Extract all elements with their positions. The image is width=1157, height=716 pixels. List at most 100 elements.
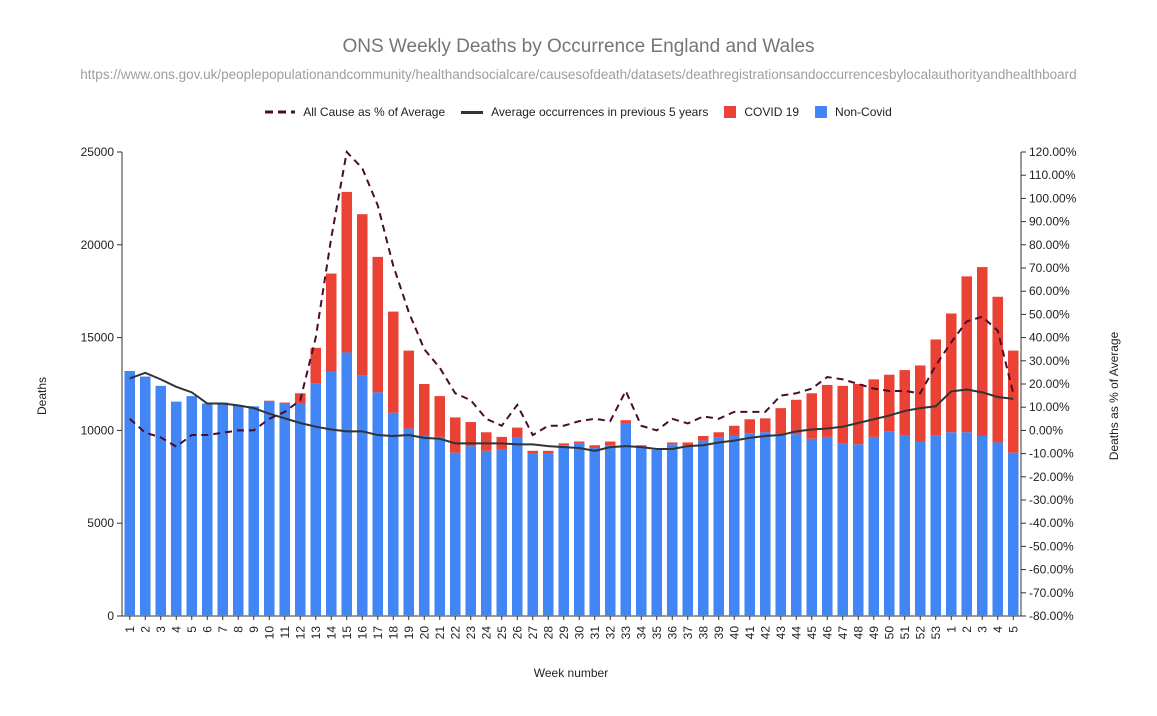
bar-non-covid xyxy=(558,445,570,616)
x-tick-label: 23 xyxy=(464,626,478,640)
y2-tick-label: 90.00% xyxy=(1029,215,1070,229)
y-tick-label: 25000 xyxy=(81,145,115,159)
bar-covid xyxy=(403,350,415,429)
bar-non-covid xyxy=(248,406,260,616)
bar-covid xyxy=(1007,350,1019,453)
dashed-line-swatch xyxy=(265,110,296,114)
x-tick-label: 11 xyxy=(278,626,292,639)
bar-non-covid xyxy=(589,448,601,616)
bar-covid xyxy=(821,384,833,437)
bar-non-covid xyxy=(465,446,477,616)
bar-covid xyxy=(852,384,864,445)
bar-covid xyxy=(728,425,740,436)
bar-covid xyxy=(325,273,337,372)
bar-non-covid xyxy=(403,428,415,616)
legend-label: COVID 19 xyxy=(744,105,800,119)
y-axis-title: Deaths xyxy=(35,377,49,415)
bar-non-covid xyxy=(449,452,461,616)
x-tick-label: 21 xyxy=(433,626,447,640)
x-tick-label: 33 xyxy=(619,626,633,640)
bar-covid xyxy=(883,374,895,432)
x-tick-label: 49 xyxy=(867,626,881,640)
y-tick-label: 10000 xyxy=(81,423,115,437)
bar-covid xyxy=(759,418,771,433)
bar-non-covid xyxy=(217,402,229,616)
y2-tick-label: 20.00% xyxy=(1029,377,1070,391)
chart-subtitle: https://www.ons.gov.uk/peoplepopulationa… xyxy=(80,67,1077,82)
bar-non-covid xyxy=(744,433,756,616)
x-tick-label: 3 xyxy=(154,626,168,633)
bars xyxy=(124,191,1019,616)
x-tick-label: 37 xyxy=(681,626,695,640)
x-tick-label: 15 xyxy=(340,626,354,640)
legend-item-five-year-average[interactable]: Average occurrences in previous 5 years xyxy=(461,105,708,119)
y2-tick-label: 120.00% xyxy=(1029,145,1077,159)
x-tick-label: 4 xyxy=(169,626,183,633)
bar-non-covid xyxy=(341,352,353,616)
y2-tick-label: -40.00% xyxy=(1029,516,1074,530)
bar-covid xyxy=(744,419,756,434)
bar-covid xyxy=(604,441,616,446)
bar-covid xyxy=(387,311,399,413)
x-tick-label: 40 xyxy=(727,626,741,640)
bar-non-covid xyxy=(697,440,709,616)
x-tick-label: 26 xyxy=(510,626,524,640)
y2-tick-label: 30.00% xyxy=(1029,354,1070,368)
bar-covid xyxy=(310,347,322,384)
chart-title: ONS Weekly Deaths by Occurrence England … xyxy=(342,36,815,57)
legend: All Cause as % of Average Average occurr… xyxy=(0,105,1157,119)
x-tick-label: 22 xyxy=(448,626,462,640)
x-tick-label: 28 xyxy=(541,626,555,640)
x-tick-label: 7 xyxy=(216,626,230,633)
bar-non-covid xyxy=(728,435,740,616)
bar-non-covid xyxy=(139,376,151,616)
y-tick-label: 15000 xyxy=(81,331,115,345)
legend-label: Average occurrences in previous 5 years xyxy=(491,105,709,119)
bar-non-covid xyxy=(945,432,957,616)
bar-covid xyxy=(372,256,384,393)
x-axis-title: Week number xyxy=(534,666,608,680)
y2-tick-label: 40.00% xyxy=(1029,331,1070,345)
x-tick-label: 38 xyxy=(696,626,710,640)
legend-item-pct-average[interactable]: All Cause as % of Average xyxy=(265,105,445,119)
bar-non-covid xyxy=(883,431,895,616)
legend-item-non-covid[interactable]: Non-Covid xyxy=(815,105,892,119)
bar-covid xyxy=(790,399,802,435)
y2-tick-label: -50.00% xyxy=(1029,539,1074,553)
x-tick-label: 4 xyxy=(991,626,1005,633)
x-tick-label: 20 xyxy=(417,626,431,640)
bar-covid xyxy=(589,445,601,449)
bar-non-covid xyxy=(294,403,306,616)
bar-non-covid xyxy=(914,441,926,616)
x-tick-label: 2 xyxy=(960,626,974,633)
x-tick-label: 45 xyxy=(805,626,819,640)
bar-non-covid xyxy=(310,383,322,616)
bar-non-covid xyxy=(527,453,539,616)
bar-non-covid xyxy=(542,453,554,616)
x-tick-label: 44 xyxy=(789,626,803,640)
bar-covid xyxy=(527,450,539,454)
x-tick-label: 53 xyxy=(929,626,943,640)
bar-non-covid xyxy=(279,403,291,616)
x-tick-label: 35 xyxy=(650,626,664,640)
x-tick-label: 17 xyxy=(371,626,385,640)
bar-non-covid xyxy=(868,436,880,616)
bar-covid xyxy=(356,214,368,376)
x-tick-label: 24 xyxy=(479,626,493,640)
lines xyxy=(129,149,1015,452)
x-tick-label: 48 xyxy=(851,626,865,640)
bar-non-covid xyxy=(604,445,616,616)
bar-covid xyxy=(620,420,632,423)
bar-covid xyxy=(899,370,911,436)
y-tick-label: 0 xyxy=(107,609,114,623)
bar-covid xyxy=(573,441,585,444)
x-tick-label: 8 xyxy=(231,626,245,633)
legend-item-covid[interactable]: COVID 19 xyxy=(724,105,799,119)
x-tick-label: 13 xyxy=(309,626,323,640)
x-tick-label: 29 xyxy=(557,626,571,640)
x-tick-label: 2 xyxy=(138,626,152,633)
x-tick-label: 5 xyxy=(185,626,199,633)
x-tick-label: 31 xyxy=(588,626,602,640)
x-tick-label: 10 xyxy=(262,626,276,640)
x-tick-label: 16 xyxy=(355,626,369,640)
